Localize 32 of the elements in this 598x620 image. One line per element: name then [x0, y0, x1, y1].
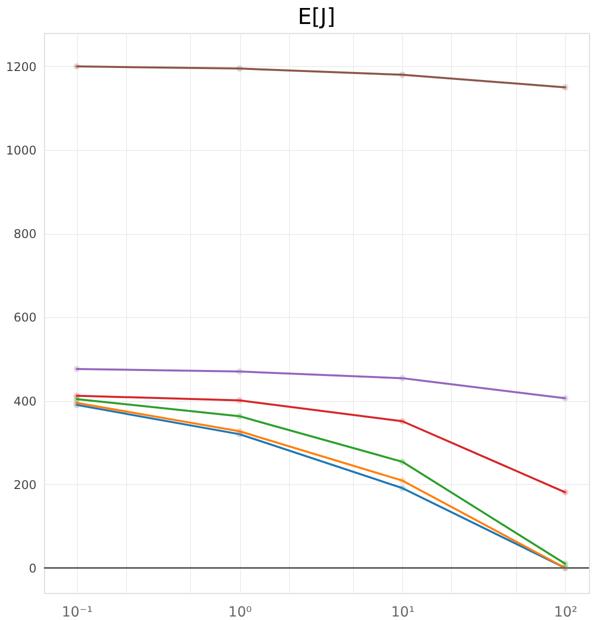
point [74, 392, 80, 399]
chart-title: E[J] [298, 5, 336, 30]
x-tick-label: 10² [554, 604, 578, 620]
point [399, 477, 406, 484]
point [562, 489, 568, 496]
point [236, 428, 243, 434]
y-tick-label: 1000 [6, 144, 36, 158]
line-series [74, 392, 568, 496]
point [399, 458, 406, 465]
point [236, 413, 243, 420]
point [399, 484, 406, 492]
point [74, 63, 80, 70]
y-tick-label: 400 [14, 394, 36, 408]
x-tick-label: 10⁻¹ [62, 604, 93, 620]
y-tick-label: 1200 [6, 60, 36, 74]
point [236, 368, 243, 375]
point [236, 397, 243, 404]
y-tick-label: 600 [14, 310, 36, 325]
point [236, 65, 243, 72]
point [399, 418, 406, 424]
x-tick-label: 10⁰ [228, 604, 252, 620]
point [562, 395, 568, 402]
y-tick-label: 800 [14, 227, 36, 242]
x-tick-label: 10¹ [391, 604, 415, 620]
line-series [74, 63, 568, 90]
point [562, 560, 568, 567]
point [562, 84, 568, 90]
y-tick-label: 0 [28, 561, 36, 576]
point [399, 375, 406, 382]
y-tick-label: 200 [14, 478, 36, 492]
point [399, 72, 406, 78]
point [74, 366, 80, 372]
